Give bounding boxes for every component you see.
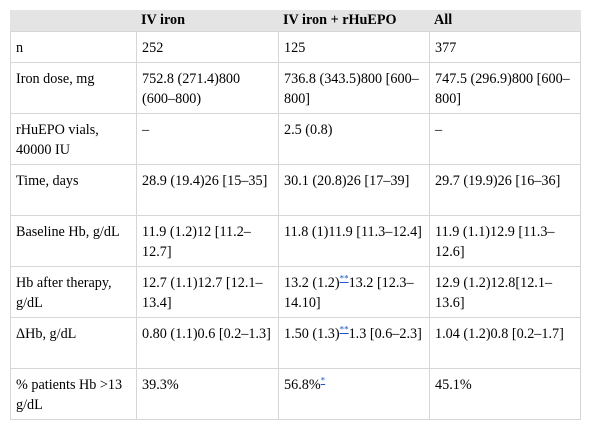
- results-table: IV iron IV iron + rHuEPO All n 252 125 3…: [10, 10, 581, 420]
- cell-value: 1.50 (1.3): [284, 326, 340, 342]
- table-cell: 125: [278, 31, 430, 63]
- table-row: Time, days 28.9 (19.4)26 [15–35] 30.1 (2…: [10, 164, 581, 216]
- table-cell: 0.80 (1.1)0.6 [0.2–1.3]: [136, 317, 279, 369]
- row-label: ΔHb, g/dL: [10, 317, 137, 369]
- header-row: IV iron IV iron + rHuEPO All: [10, 10, 581, 32]
- table-cell: 28.9 (19.4)26 [15–35]: [136, 164, 279, 216]
- table-row: % patients Hb >13 g/dL 39.3% 56.8%* 45.1…: [10, 368, 581, 420]
- table-row: ΔHb, g/dL 0.80 (1.1)0.6 [0.2–1.3] 1.50 (…: [10, 317, 581, 369]
- table-cell: –: [429, 113, 581, 165]
- table-row: Hb after therapy, g/dL 12.7 (1.1)12.7 [1…: [10, 266, 581, 318]
- table-cell: 736.8 (343.5)800 [600–800]: [278, 62, 430, 114]
- table-row: Iron dose, mg 752.8 (271.4)800 (600–800)…: [10, 62, 581, 114]
- table-cell: 2.5 (0.8): [278, 113, 430, 165]
- table-row: Baseline Hb, g/dL 11.9 (1.2)12 [11.2–12.…: [10, 215, 581, 267]
- table-cell: 12.7 (1.1)12.7 [12.1–13.4]: [136, 266, 279, 318]
- cell-value-rest: 13.2 [12.3–14.10]: [284, 275, 414, 311]
- table-cell: 11.8 (1)11.9 [11.3–12.4]: [278, 215, 430, 267]
- cell-value: 13.2 (1.2): [284, 275, 340, 291]
- header-iv-iron: IV iron: [136, 10, 279, 32]
- table-cell: 377: [429, 31, 581, 63]
- row-label: rHuEPO vials, 40000 IU: [10, 113, 137, 165]
- footnote-link[interactable]: *: [320, 375, 326, 386]
- table-cell: 13.2 (1.2)**13.2 [12.3–14.10]: [278, 266, 430, 318]
- footnote-link[interactable]: **: [339, 324, 349, 335]
- header-iv-iron-rhuepo: IV iron + rHuEPO: [278, 10, 430, 32]
- table-row: rHuEPO vials, 40000 IU – 2.5 (0.8) –: [10, 113, 581, 165]
- table-cell: 56.8%*: [278, 368, 430, 420]
- table-cell: 12.9 (1.2)12.8[12.1–13.6]: [429, 266, 581, 318]
- table-row: n 252 125 377: [10, 31, 581, 63]
- table-cell: 1.50 (1.3)**1.3 [0.6–2.3]: [278, 317, 430, 369]
- table-cell: 30.1 (20.8)26 [17–39]: [278, 164, 430, 216]
- row-label: Baseline Hb, g/dL: [10, 215, 137, 267]
- table-cell: 11.9 (1.1)12.9 [11.3–12.6]: [429, 215, 581, 267]
- table-cell: –: [136, 113, 279, 165]
- cell-value: 56.8%: [284, 377, 321, 393]
- table-cell: 11.9 (1.2)12 [11.2–12.7]: [136, 215, 279, 267]
- table-cell: 252: [136, 31, 279, 63]
- table-cell: 39.3%: [136, 368, 279, 420]
- row-label: Hb after therapy, g/dL: [10, 266, 137, 318]
- row-label: Iron dose, mg: [10, 62, 137, 114]
- row-label: Time, days: [10, 164, 137, 216]
- cell-value-rest: 1.3 [0.6–2.3]: [348, 326, 422, 342]
- row-label: % patients Hb >13 g/dL: [10, 368, 137, 420]
- header-all: All: [429, 10, 581, 32]
- table-cell: 45.1%: [429, 368, 581, 420]
- table-cell: 29.7 (19.9)26 [16–36]: [429, 164, 581, 216]
- results-table-container: IV iron IV iron + rHuEPO All n 252 125 3…: [10, 10, 581, 420]
- footnote-link[interactable]: **: [339, 273, 349, 284]
- table-cell: 1.04 (1.2)0.8 [0.2–1.7]: [429, 317, 581, 369]
- table-cell: 752.8 (271.4)800 (600–800): [136, 62, 279, 114]
- table-cell: 747.5 (296.9)800 [600–800]: [429, 62, 581, 114]
- header-empty: [10, 10, 137, 32]
- row-label: n: [10, 31, 137, 63]
